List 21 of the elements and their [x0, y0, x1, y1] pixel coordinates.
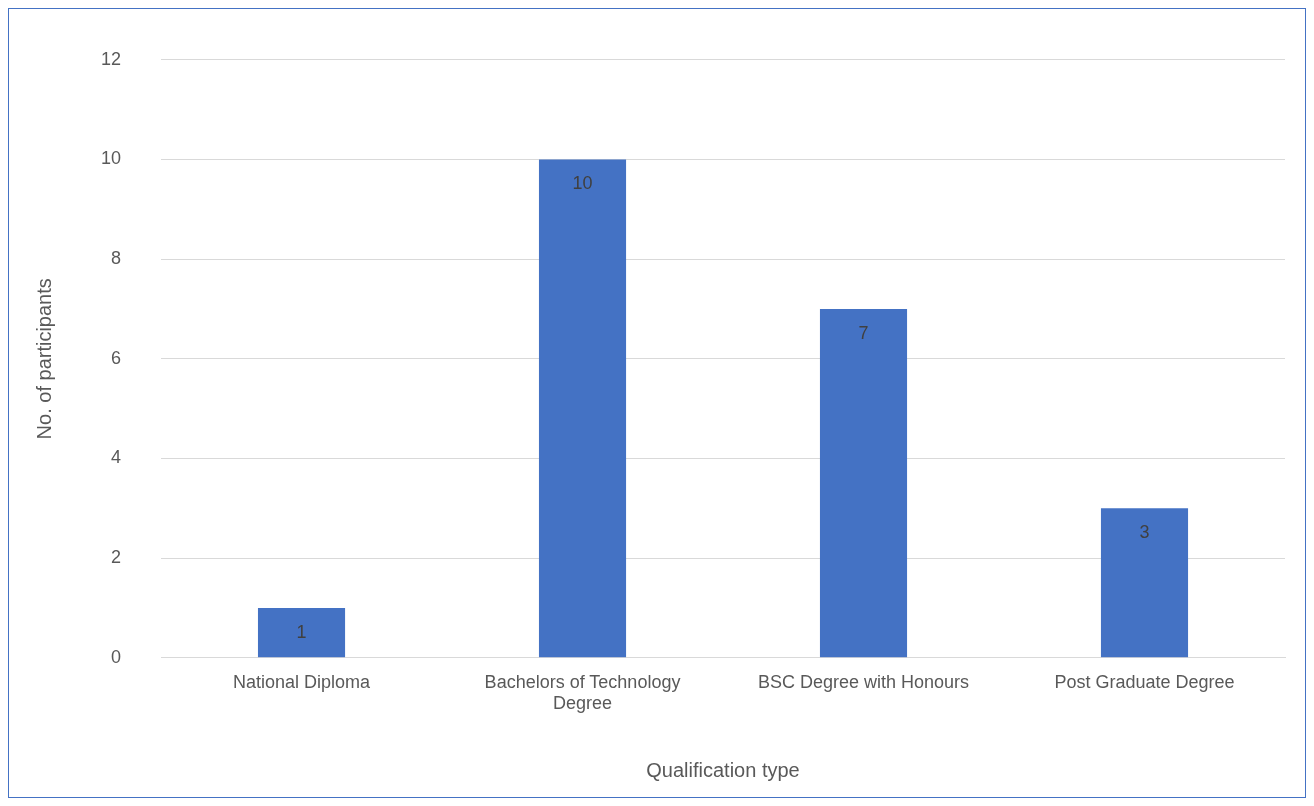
data-label: 7	[858, 322, 869, 343]
y-tick-label: 12	[100, 48, 122, 69]
bar	[1100, 508, 1189, 658]
data-label: 10	[572, 173, 593, 194]
y-tick-label: 8	[111, 248, 122, 269]
x-tick-label: National Diploma	[232, 671, 372, 692]
y-tick-label: 6	[111, 347, 122, 368]
x-tick-label: Bachelors of Technology Degree	[484, 671, 681, 714]
y-tick-label: 10	[100, 148, 122, 169]
y-tick-label: 2	[111, 547, 122, 568]
y-tick-label: 4	[111, 447, 122, 468]
x-tick-label: Post Graduate Degree	[1054, 671, 1235, 692]
bar	[538, 159, 627, 658]
y-tick-label: 0	[111, 646, 122, 667]
x-axis-title: Qualification type	[646, 758, 800, 781]
data-label: 1	[296, 621, 307, 642]
bar	[819, 308, 908, 658]
data-label: 3	[1139, 522, 1150, 543]
x-tick-label: BSC Degree with Honours	[757, 671, 970, 692]
bar	[257, 607, 346, 658]
y-axis-title: No. of participants	[32, 278, 55, 440]
